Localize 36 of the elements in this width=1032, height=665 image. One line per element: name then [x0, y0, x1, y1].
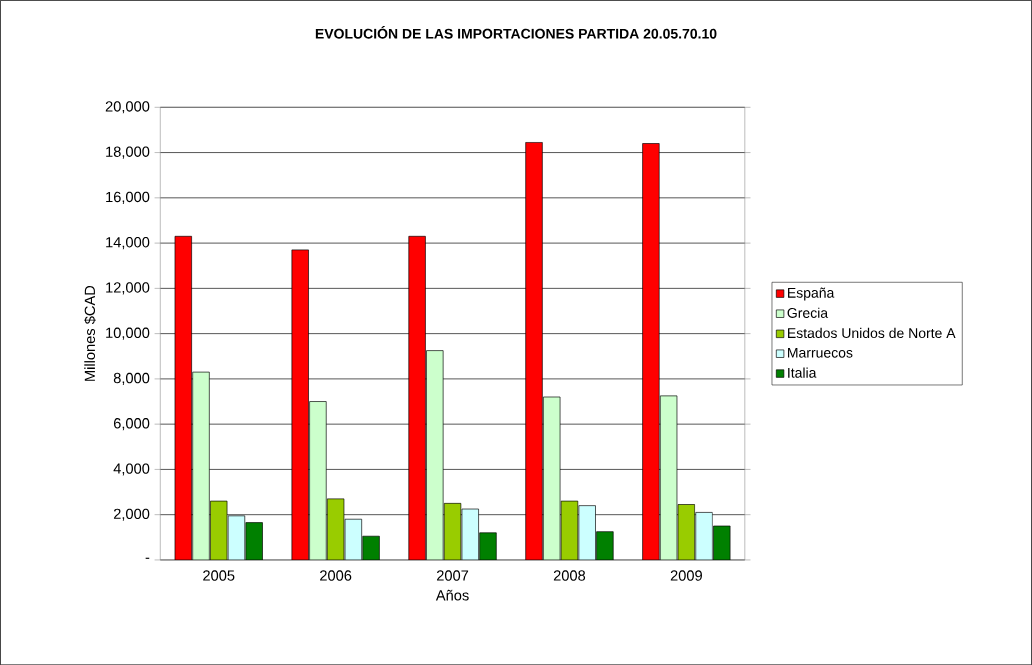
- bar: [408, 235, 426, 560]
- x-tick-label: 2009: [670, 570, 702, 581]
- x-tick-label: 2006: [320, 570, 352, 581]
- y-tick-label: 2,000: [113, 508, 150, 521]
- bar: [479, 532, 497, 560]
- legend-label: Italia: [788, 367, 817, 378]
- legend-label: España: [788, 287, 835, 301]
- bar: [695, 511, 713, 560]
- bar: [578, 505, 596, 560]
- bar: [309, 401, 327, 560]
- y-tick-label: 18,000: [106, 146, 150, 159]
- y-tick-label: 12,000: [106, 282, 150, 295]
- y-tick-label: 10,000: [106, 327, 150, 340]
- bar: [174, 235, 192, 560]
- bar: [596, 531, 614, 560]
- y-axis-title: Millones $CAD: [84, 285, 96, 381]
- legend-label: Marruecos: [788, 347, 853, 358]
- legend-label: Estados Unidos de Norte A: [788, 327, 956, 338]
- bar: [245, 522, 263, 560]
- x-tick-label: 2005: [203, 570, 235, 581]
- y-tick-label: 8,000: [113, 372, 150, 385]
- y-tick-label: 6,000: [113, 417, 150, 431]
- bar: [525, 141, 543, 560]
- legend-label: Grecia: [787, 307, 829, 318]
- y-tick-label: 20,000: [105, 101, 150, 114]
- bar: [426, 350, 444, 560]
- bar: [192, 371, 210, 560]
- chart-title: EVOLUCIÓN DE LAS IMPORTACIONES PARTIDA 20.05.70.10: [315, 25, 717, 39]
- y-tick-label: 14,000: [106, 236, 150, 250]
- bar: [642, 143, 660, 560]
- x-tick-label: 2008: [553, 570, 586, 581]
- y-tick-label: 4,000: [113, 463, 150, 476]
- x-tick-label: 2007: [436, 570, 469, 581]
- y-tick-label: -: [145, 557, 150, 559]
- y-tick-label: 16,000: [106, 191, 150, 204]
- x-axis-title: Años: [435, 589, 469, 601]
